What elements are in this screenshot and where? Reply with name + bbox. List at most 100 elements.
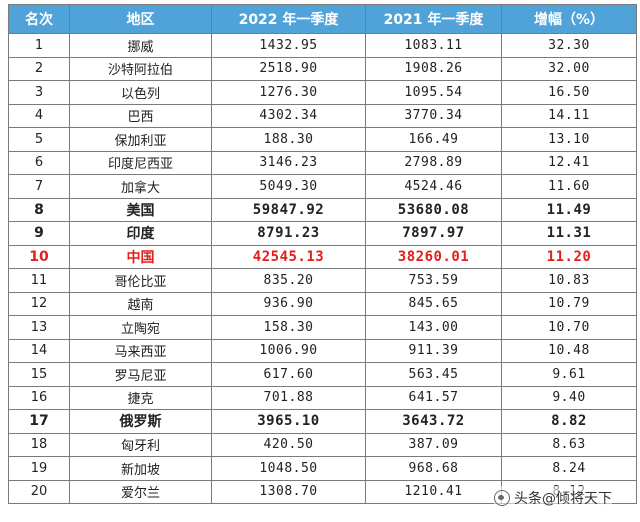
cell-2021-q1: 143.00 <box>365 315 502 340</box>
cell-growth: 10.48 <box>501 338 637 363</box>
table-row: 19 新加坡 1048.50 968.68 8.24 <box>8 456 637 481</box>
cell-2021-q1: 3643.72 <box>365 409 502 434</box>
cell-2021-q1: 968.68 <box>365 456 502 481</box>
cell-rank: 10 <box>8 244 70 269</box>
cell-region: 保加利亚 <box>69 127 212 152</box>
cell-rank: 4 <box>8 103 70 128</box>
cell-growth: 12.41 <box>501 150 637 175</box>
cell-2022-q1: 1048.50 <box>211 456 366 481</box>
cell-2022-q1: 188.30 <box>211 127 366 152</box>
cell-region: 中国 <box>69 244 212 269</box>
cell-growth: 8.24 <box>501 456 637 481</box>
cell-rank: 7 <box>8 174 70 199</box>
table-row: 5 保加利亚 188.30 166.49 13.10 <box>8 127 637 152</box>
cell-2022-q1: 701.88 <box>211 385 366 410</box>
cell-2022-q1: 1432.95 <box>211 33 366 58</box>
cell-growth: 13.10 <box>501 127 637 152</box>
cell-rank: 18 <box>8 432 70 457</box>
cell-2021-q1: 7897.97 <box>365 221 502 246</box>
cell-2022-q1: 3146.23 <box>211 150 366 175</box>
cell-rank: 14 <box>8 338 70 363</box>
cell-region: 加拿大 <box>69 174 212 199</box>
gdp-ranking-table: 名次 地区 2022 年一季度 2021 年一季度 增幅（%） 1 挪威 1432.… <box>8 4 637 504</box>
cell-2021-q1: 911.39 <box>365 338 502 363</box>
cell-2021-q1: 753.59 <box>365 268 502 293</box>
header-growth: 增幅（%） <box>501 4 637 34</box>
table-row: 10 中国 42545.13 38260.01 11.20 <box>8 244 637 269</box>
cell-2022-q1: 42545.13 <box>211 244 366 269</box>
table-row: 6 印度尼西亚 3146.23 2798.89 12.41 <box>8 150 637 175</box>
cell-2021-q1: 3770.34 <box>365 103 502 128</box>
table-row: 17 俄罗斯 3965.10 3643.72 8.82 <box>8 409 637 434</box>
cell-rank: 3 <box>8 80 70 105</box>
table-row: 12 越南 936.90 845.65 10.79 <box>8 291 637 316</box>
header-2021-q1: 2021 年一季度 <box>365 4 502 34</box>
cell-rank: 6 <box>8 150 70 175</box>
cell-2021-q1: 641.57 <box>365 385 502 410</box>
cell-2022-q1: 158.30 <box>211 315 366 340</box>
cell-rank: 20 <box>8 479 70 504</box>
headline-logo-icon <box>494 490 510 506</box>
cell-2022-q1: 1276.30 <box>211 80 366 105</box>
cell-2021-q1: 53680.08 <box>365 197 502 222</box>
cell-growth: 32.30 <box>501 33 637 58</box>
cell-region: 马来西亚 <box>69 338 212 363</box>
cell-2022-q1: 1308.70 <box>211 479 366 504</box>
cell-2021-q1: 166.49 <box>365 127 502 152</box>
cell-2021-q1: 4524.46 <box>365 174 502 199</box>
cell-growth: 11.31 <box>501 221 637 246</box>
table-row: 3 以色列 1276.30 1095.54 16.50 <box>8 80 637 105</box>
cell-region: 印度尼西亚 <box>69 150 212 175</box>
table-header-row: 名次 地区 2022 年一季度 2021 年一季度 增幅（%） <box>8 4 637 34</box>
cell-2021-q1: 38260.01 <box>365 244 502 269</box>
cell-2021-q1: 1908.26 <box>365 56 502 81</box>
cell-rank: 5 <box>8 127 70 152</box>
cell-2022-q1: 420.50 <box>211 432 366 457</box>
cell-rank: 12 <box>8 291 70 316</box>
cell-growth: 16.50 <box>501 80 637 105</box>
cell-region: 捷克 <box>69 385 212 410</box>
cell-region: 哥伦比亚 <box>69 268 212 293</box>
table-row: 18 匈牙利 420.50 387.09 8.63 <box>8 432 637 457</box>
cell-region: 沙特阿拉伯 <box>69 56 212 81</box>
cell-rank: 11 <box>8 268 70 293</box>
cell-growth: 11.20 <box>501 244 637 269</box>
cell-2022-q1: 617.60 <box>211 362 366 387</box>
cell-growth: 9.40 <box>501 385 637 410</box>
cell-region: 挪威 <box>69 33 212 58</box>
header-region: 地区 <box>69 4 212 34</box>
table-row: 16 捷克 701.88 641.57 9.40 <box>8 385 637 410</box>
cell-2022-q1: 4302.34 <box>211 103 366 128</box>
header-2022-q1: 2022 年一季度 <box>211 4 366 34</box>
cell-growth: 10.79 <box>501 291 637 316</box>
cell-region: 以色列 <box>69 80 212 105</box>
cell-2022-q1: 3965.10 <box>211 409 366 434</box>
table-row: 14 马来西亚 1006.90 911.39 10.48 <box>8 338 637 363</box>
cell-rank: 9 <box>8 221 70 246</box>
cell-2022-q1: 5049.30 <box>211 174 366 199</box>
table-row: 8 美国 59847.92 53680.08 11.49 <box>8 197 637 222</box>
cell-growth: 11.49 <box>501 197 637 222</box>
header-rank: 名次 <box>8 4 70 34</box>
cell-region: 立陶宛 <box>69 315 212 340</box>
cell-region: 巴西 <box>69 103 212 128</box>
table-row: 1 挪威 1432.95 1083.11 32.30 <box>8 33 637 58</box>
cell-growth: 14.11 <box>501 103 637 128</box>
table-row: 11 哥伦比亚 835.20 753.59 10.83 <box>8 268 637 293</box>
cell-2022-q1: 8791.23 <box>211 221 366 246</box>
table-row: 15 罗马尼亚 617.60 563.45 9.61 <box>8 362 637 387</box>
cell-2022-q1: 59847.92 <box>211 197 366 222</box>
cell-2022-q1: 1006.90 <box>211 338 366 363</box>
cell-2021-q1: 387.09 <box>365 432 502 457</box>
cell-rank: 1 <box>8 33 70 58</box>
cell-region: 罗马尼亚 <box>69 362 212 387</box>
cell-rank: 8 <box>8 197 70 222</box>
cell-2021-q1: 2798.89 <box>365 150 502 175</box>
cell-2022-q1: 2518.90 <box>211 56 366 81</box>
table-row: 7 加拿大 5049.30 4524.46 11.60 <box>8 174 637 199</box>
cell-growth: 11.60 <box>501 174 637 199</box>
cell-growth: 9.61 <box>501 362 637 387</box>
cell-rank: 15 <box>8 362 70 387</box>
cell-2021-q1: 1083.11 <box>365 33 502 58</box>
cell-growth: 10.83 <box>501 268 637 293</box>
